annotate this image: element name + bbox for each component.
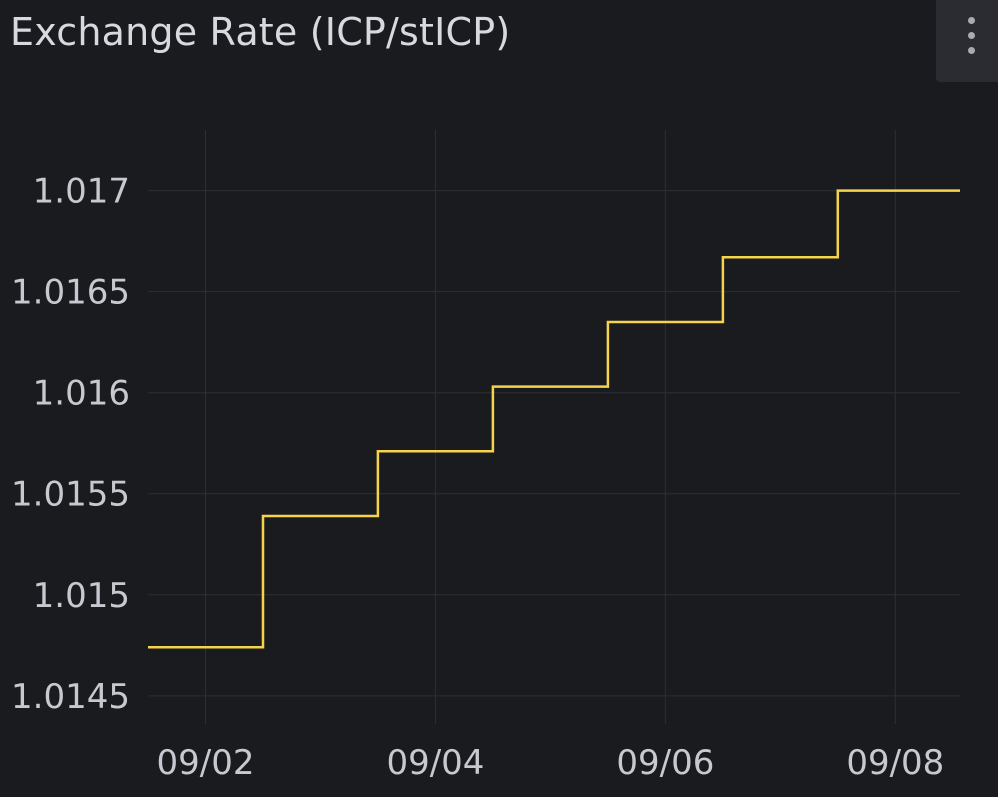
grid — [148, 130, 960, 724]
y-tick-label: 1.015 — [33, 576, 130, 616]
panel-title: Exchange Rate (ICP/stICP) — [10, 10, 511, 54]
y-tick-label: 1.0155 — [11, 475, 130, 515]
y-tick-label: 1.016 — [33, 374, 130, 414]
panel-menu-button[interactable] — [936, 0, 998, 82]
x-tick-label: 09/04 — [386, 743, 484, 783]
y-tick-label: 1.0145 — [11, 677, 130, 717]
x-tick-label: 09/02 — [156, 743, 254, 783]
x-tick-label: 09/06 — [616, 743, 714, 783]
y-tick-label: 1.017 — [33, 172, 130, 212]
y-tick-label: 1.0165 — [11, 273, 130, 313]
x-tick-label: 09/08 — [846, 743, 944, 783]
series-line — [148, 189, 960, 649]
